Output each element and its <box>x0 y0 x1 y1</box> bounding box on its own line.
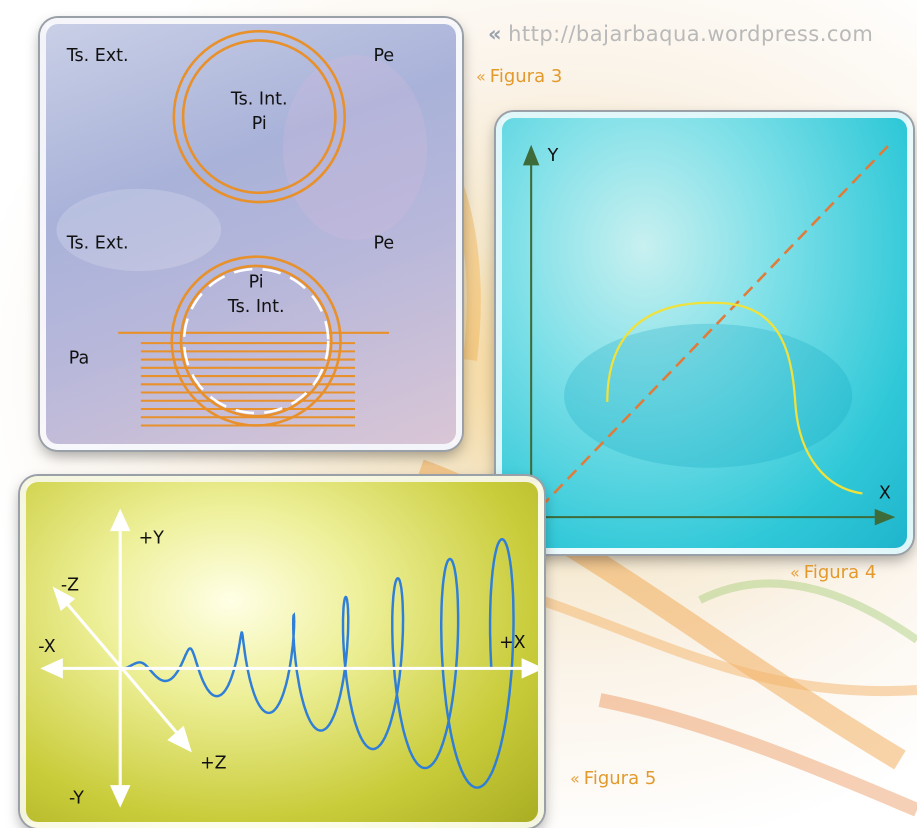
label-bottom-pe: Pe <box>374 233 395 253</box>
y-axis-arrowhead <box>522 144 540 166</box>
label-pos-z: +Z <box>200 754 227 774</box>
dashed-diagonal-line <box>526 141 893 523</box>
helix-path <box>124 538 515 789</box>
z-axis <box>61 597 181 737</box>
watermark-url: http://bajarbaqua.wordpress.com <box>508 22 874 46</box>
pos-y-arrowhead <box>109 508 131 532</box>
caption-arrow-icon: « <box>790 563 800 582</box>
bell-curve <box>606 301 863 495</box>
label-bottom-ts-ext: Ts. Ext. <box>66 233 129 253</box>
label-bottom-pi: Pi <box>249 273 264 293</box>
figure-4-diagram: Y X 0 <box>515 141 896 543</box>
label-neg-x: -X <box>38 637 55 657</box>
figure-4-panel: Y X 0 <box>496 112 913 554</box>
water-lines <box>118 331 389 427</box>
pos-z-arrowhead <box>167 725 192 753</box>
figure-5-panel: +Y -Y +X -X +Z -Z <box>20 476 544 828</box>
figure-3-panel: Ts. Ext. Pe Ts. Int. Pi Ts. Ext. Pe Pi T… <box>40 18 462 450</box>
caption-arrow-icon: « <box>476 67 486 86</box>
caption-figura-5: «Figura 5 <box>570 768 657 789</box>
label-top-pe: Pe <box>374 46 395 66</box>
label-pa: Pa <box>69 349 90 369</box>
caption-figura-3: «Figura 3 <box>476 66 563 87</box>
pos-x-arrowhead <box>521 658 538 679</box>
neg-y-arrowhead <box>109 785 131 808</box>
top-bubble-outer-ring <box>172 29 346 204</box>
watermark: «http://bajarbaqua.wordpress.com <box>488 22 873 46</box>
axes <box>40 508 538 808</box>
watermark-arrow-icon: « <box>488 22 503 46</box>
label-top-pi: Pi <box>252 114 267 134</box>
label-neg-z: -Z <box>61 576 79 596</box>
label-x: X <box>879 484 891 504</box>
label-y: Y <box>547 146 559 166</box>
helix-spiral <box>124 538 515 789</box>
caption-figura-4: «Figura 4 <box>790 562 877 583</box>
label-neg-y: -Y <box>69 789 84 809</box>
label-bottom-ts-int: Ts. Int. <box>227 297 285 317</box>
label-top-ts-int: Ts. Int. <box>230 89 288 109</box>
bottom-bubble-outer-ring <box>170 255 342 427</box>
label-pos-y: +Y <box>139 528 165 548</box>
figure-5-diagram: +Y -Y +X -X +Z -Z <box>38 508 538 809</box>
label-top-ts-ext: Ts. Ext. <box>66 46 129 66</box>
bottom-bubble-dashed-ring <box>182 267 330 415</box>
label-pos-x: +X <box>499 633 526 653</box>
bottom-bubble-inner-ring <box>179 264 333 418</box>
x-axis-arrowhead <box>874 508 896 526</box>
top-bubble-inner-ring <box>181 39 337 195</box>
neg-x-arrowhead <box>40 658 63 679</box>
figure-3-diagram: Ts. Ext. Pe Ts. Int. Pi Ts. Ext. Pe Pi T… <box>56 29 428 427</box>
caption-arrow-icon: « <box>570 769 580 788</box>
neg-z-arrowhead <box>52 586 76 612</box>
